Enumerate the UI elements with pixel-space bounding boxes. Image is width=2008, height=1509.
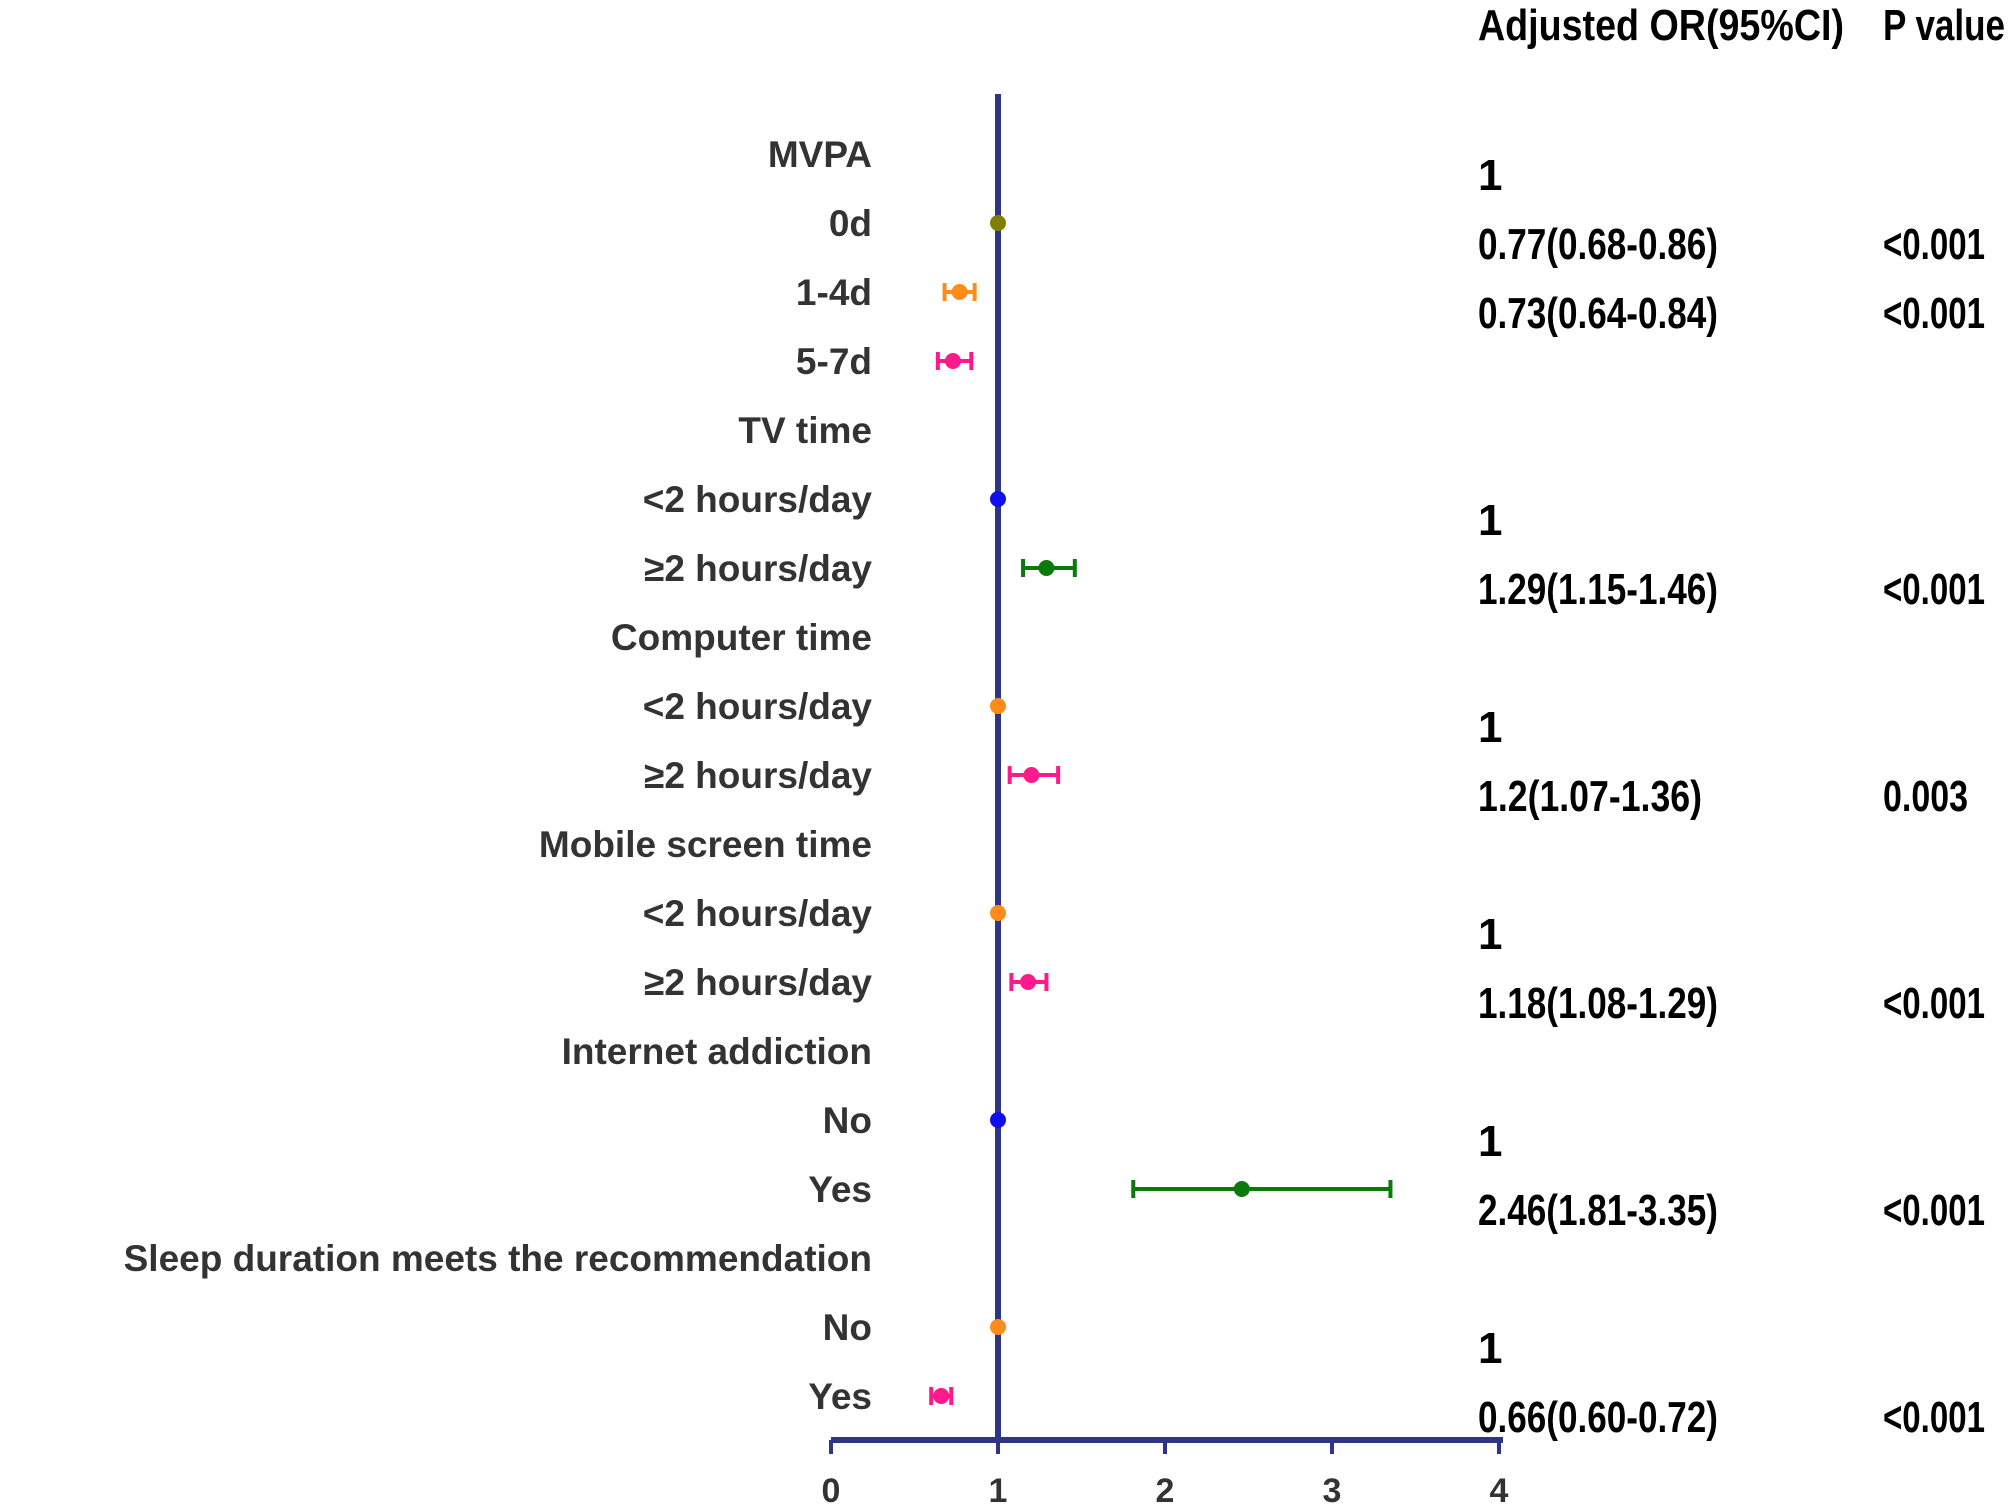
column-headers: Adjusted OR(95%CI) P value	[1478, 1, 2005, 50]
or-value: 1	[1478, 1117, 1502, 1166]
row-label: Yes	[808, 1169, 872, 1210]
p-value-column-header: P value	[1883, 1, 2005, 50]
p-value: <0.001	[1883, 1393, 1985, 1442]
x-tick-label: 3	[1323, 1472, 1342, 1509]
row-label: No	[823, 1307, 872, 1348]
row-label: ≥2 hours/day	[644, 755, 872, 796]
row-labels: MVPA 0d 1-4d 5-7d TV time <2 hours/day ≥2 hour…	[124, 134, 873, 1417]
row-label: No	[823, 1100, 872, 1141]
estimate-point	[1023, 767, 1040, 783]
group-heading: TV time	[738, 410, 872, 451]
or-value: 1.2(1.07-1.36)	[1478, 772, 1702, 821]
group-heading: Sleep duration meets the recommendation	[124, 1238, 872, 1279]
p-value: 0.003	[1883, 772, 1968, 821]
row-label: 5-7d	[796, 341, 872, 382]
row-label: <2 hours/day	[643, 893, 873, 934]
reference-point	[990, 491, 1006, 507]
x-tick-label: 1	[989, 1472, 1008, 1509]
x-tick-label: 0	[822, 1472, 841, 1509]
reference-point	[990, 215, 1006, 231]
estimate-point	[944, 353, 961, 369]
row-label: 0d	[829, 203, 872, 244]
p-value: <0.001	[1883, 979, 1985, 1028]
estimate-point	[1020, 974, 1037, 990]
x-tick-label: 4	[1490, 1472, 1509, 1509]
estimate-marks	[929, 215, 1393, 1405]
row-label: 1-4d	[796, 272, 872, 313]
p-value: <0.001	[1883, 565, 1985, 614]
or-value: 1.18(1.08-1.29)	[1478, 979, 1718, 1028]
or-value: 1	[1478, 151, 1502, 200]
or-column-header: Adjusted OR(95%CI)	[1478, 1, 1844, 50]
reference-point	[990, 1319, 1006, 1335]
row-label: ≥2 hours/day	[644, 548, 872, 589]
p-value: <0.001	[1883, 1186, 1985, 1235]
row-label: Yes	[808, 1376, 872, 1417]
group-heading: MVPA	[768, 134, 872, 175]
reference-point	[990, 905, 1006, 921]
estimate-point	[951, 284, 968, 300]
or-value: 1.29(1.15-1.46)	[1478, 565, 1718, 614]
reference-point	[990, 1112, 1006, 1128]
p-value: <0.001	[1883, 220, 1985, 269]
estimate-point	[1038, 560, 1055, 576]
x-tick-label: 2	[1156, 1472, 1175, 1509]
group-heading: Computer time	[611, 617, 872, 658]
p-value: <0.001	[1883, 289, 1985, 338]
group-heading: Internet addiction	[562, 1031, 872, 1072]
stats-columns: 1 0.77(0.68-0.86) <0.001 0.73(0.64-0.84) <0.…	[1478, 151, 1985, 1442]
row-label: <2 hours/day	[643, 479, 873, 520]
estimate-point	[933, 1388, 950, 1404]
or-value: 2.46(1.81-3.35)	[1478, 1186, 1718, 1235]
axes: 0 1 2 3 4	[822, 94, 1509, 1509]
or-value: 1	[1478, 1324, 1502, 1373]
or-value: 1	[1478, 496, 1502, 545]
row-label: <2 hours/day	[643, 686, 873, 727]
or-value: 0.73(0.64-0.84)	[1478, 289, 1718, 338]
row-label: ≥2 hours/day	[644, 962, 872, 1003]
or-value: 0.77(0.68-0.86)	[1478, 220, 1718, 269]
estimate-point	[1233, 1181, 1250, 1197]
or-value: 1	[1478, 910, 1502, 959]
group-heading: Mobile screen time	[539, 824, 872, 865]
or-value: 0.66(0.60-0.72)	[1478, 1393, 1718, 1442]
reference-point	[990, 698, 1006, 714]
or-value: 1	[1478, 703, 1502, 752]
